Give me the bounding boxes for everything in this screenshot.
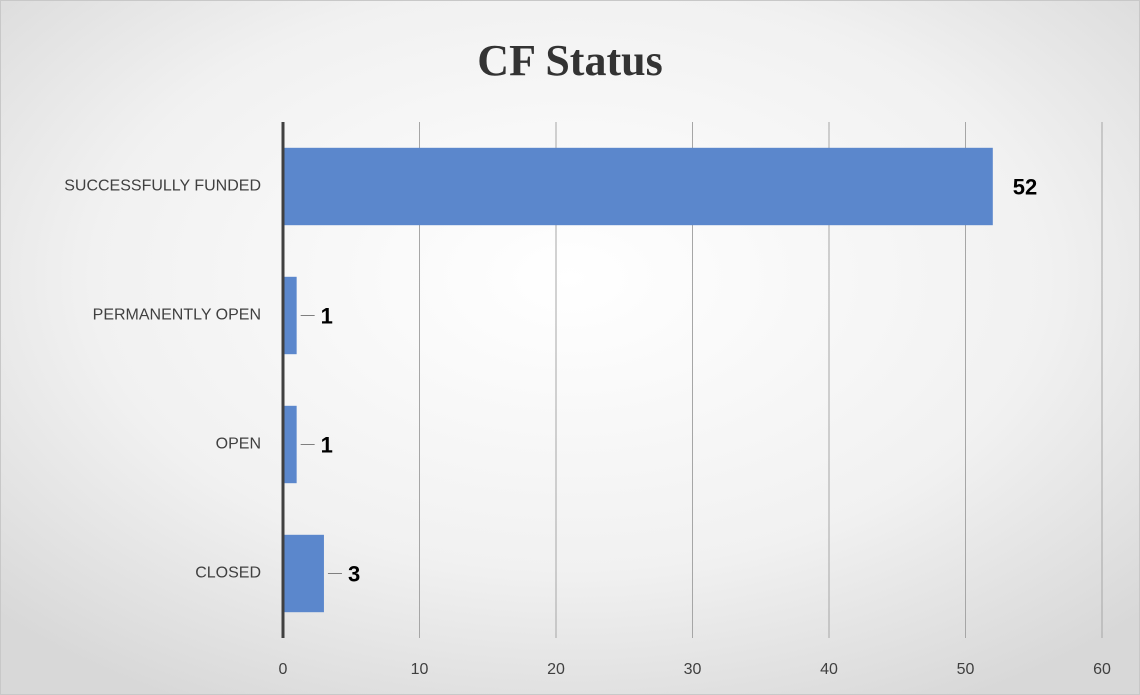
data-label: 52 — [1013, 174, 1037, 199]
y-tick-label: SUCCESSFULLY FUNDED — [64, 178, 261, 195]
x-tick-label: 0 — [279, 661, 288, 678]
data-label: 1 — [321, 432, 333, 457]
x-tick-label: 10 — [411, 661, 429, 678]
x-tick-label: 20 — [547, 661, 565, 678]
data-label: 1 — [321, 303, 333, 328]
bar — [283, 534, 324, 613]
data-label: 3 — [348, 561, 360, 586]
x-tick-label: 30 — [684, 661, 702, 678]
y-tick-label: CLOSED — [195, 565, 261, 582]
x-tick-label: 40 — [820, 661, 838, 678]
x-tick-label: 60 — [1093, 661, 1111, 678]
x-tick-label: 50 — [957, 661, 975, 678]
bar — [283, 276, 297, 355]
y-tick-label: PERMANENTLY OPEN — [93, 307, 261, 324]
y-tick-label: OPEN — [216, 436, 261, 453]
bar — [283, 147, 993, 226]
chart-title: CF Status — [477, 36, 662, 85]
bar — [283, 405, 297, 484]
